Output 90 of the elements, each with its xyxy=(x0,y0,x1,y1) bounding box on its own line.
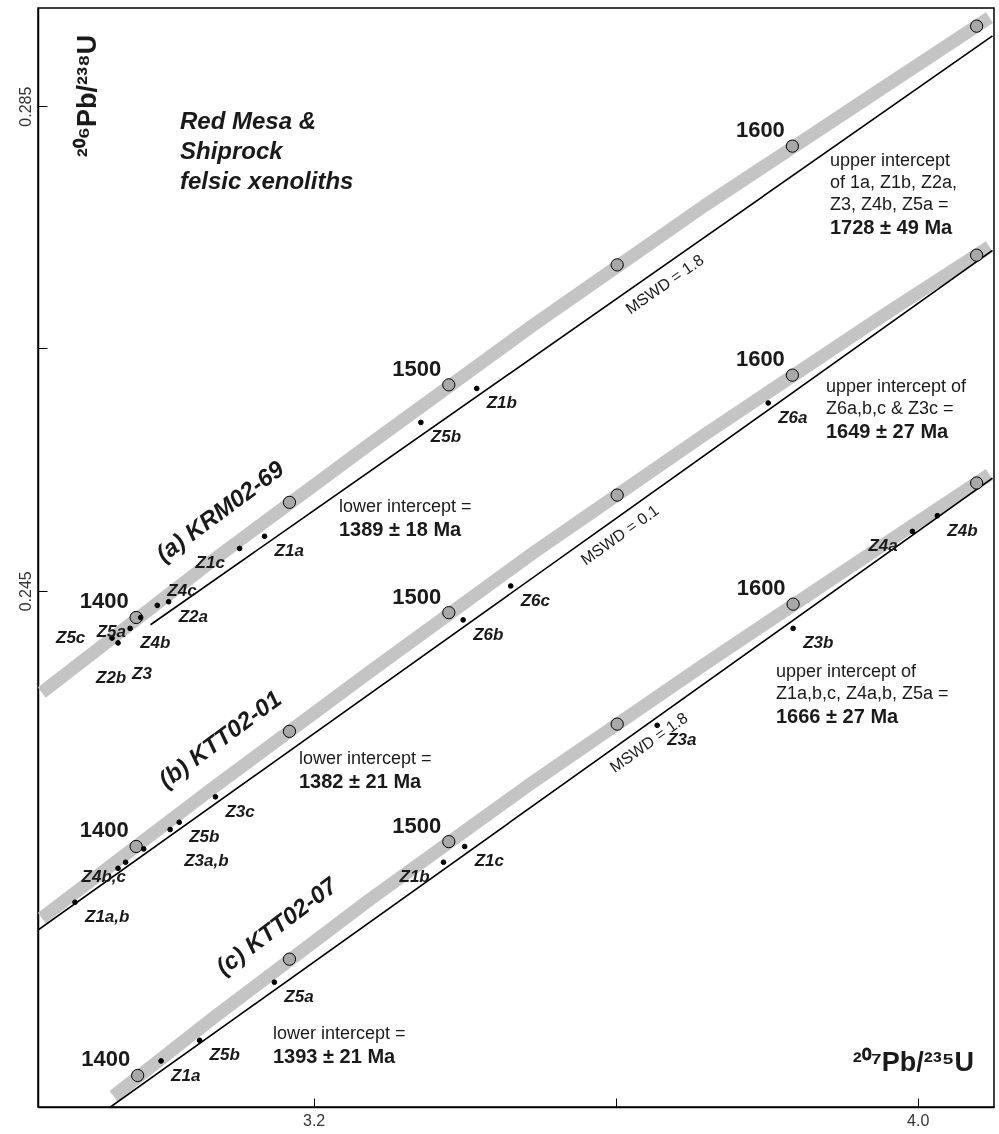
x-axis-title: ²⁰⁷Pb/²³⁵U xyxy=(852,1047,974,1077)
point xyxy=(236,545,243,552)
point xyxy=(72,899,78,906)
point xyxy=(212,793,219,800)
point xyxy=(785,139,799,153)
data-label: Z1a xyxy=(170,1065,201,1085)
data-label: Z4c xyxy=(166,581,198,601)
point xyxy=(909,528,916,535)
point xyxy=(165,598,172,605)
point xyxy=(970,19,984,33)
data-label: Z4a xyxy=(867,536,898,556)
data-label: Z1b xyxy=(398,867,430,887)
annotation: 1500 xyxy=(392,355,442,381)
point xyxy=(507,583,514,589)
data-label: Z1c xyxy=(473,851,505,871)
point xyxy=(137,614,144,621)
x-tick-label: 3.2 xyxy=(303,1111,326,1129)
point xyxy=(131,1068,145,1083)
annotation: 1400 xyxy=(79,588,129,614)
point xyxy=(127,625,133,632)
point xyxy=(282,724,297,738)
point xyxy=(970,248,984,262)
data-label: Z5b xyxy=(208,1045,240,1065)
text: Red Mesa & Shiprock felsic xenoliths xyxy=(180,107,354,194)
y-axis-title: ²⁰⁶Pb/²³⁸U xyxy=(72,34,102,158)
data-label: Z3b xyxy=(802,633,834,653)
point xyxy=(654,722,661,729)
data-label: Z1a,b xyxy=(84,907,130,927)
point xyxy=(440,859,447,866)
x-tick-label: 4.0 xyxy=(907,1111,930,1129)
point xyxy=(442,378,456,392)
annotation: 1500 xyxy=(392,812,442,838)
data-label: Z1a xyxy=(273,541,304,561)
point xyxy=(176,819,183,826)
y-tick-label: 0.245 xyxy=(16,571,34,612)
point xyxy=(158,1058,164,1064)
annotation: 1600 xyxy=(736,575,786,601)
point xyxy=(271,979,278,986)
data-label: Z4b xyxy=(946,520,978,540)
data-label: Z5c xyxy=(55,628,86,648)
point xyxy=(785,368,799,382)
point xyxy=(442,835,456,849)
point xyxy=(460,617,466,623)
point xyxy=(461,843,468,850)
annotation: 1500 xyxy=(392,583,442,609)
annotation: 1600 xyxy=(735,346,785,372)
data-label: Z1c xyxy=(194,553,226,573)
point xyxy=(167,826,173,833)
point xyxy=(473,385,480,392)
point xyxy=(786,597,800,611)
data-label: Z3c xyxy=(224,801,256,821)
data-label: Z4b xyxy=(139,633,171,653)
data-label: Z5a xyxy=(95,622,126,642)
data-label: Z5b xyxy=(429,427,462,447)
point xyxy=(442,606,456,620)
point xyxy=(122,859,129,866)
annotation: 1400 xyxy=(79,817,129,843)
point xyxy=(610,488,624,502)
point xyxy=(154,602,161,609)
point xyxy=(418,419,424,426)
point xyxy=(115,640,121,646)
point xyxy=(129,839,143,854)
annotation: 1400 xyxy=(81,1046,131,1072)
annotation: upper intercept of Z1a,b,c, Z4a,b, Z5a = 1666 ± 27 Ma xyxy=(776,661,949,727)
point xyxy=(934,512,941,519)
data-label: Z3 xyxy=(131,663,153,683)
data-label: Z1b xyxy=(485,393,517,413)
annotation: 1600 xyxy=(735,117,785,143)
data-label: Z6c xyxy=(519,590,551,610)
point xyxy=(140,846,147,852)
y-tick-label: 0.285 xyxy=(16,86,34,127)
annotation: upper intercept of 1a, Z1b, Z2a, Z3, Z4b, Z5a = 1728 ± 49 Ma xyxy=(830,150,958,238)
annotation: lower intercept = 1382 ± 21 Ma xyxy=(299,748,432,792)
annotation: upper intercept of Z6a,b,c & Z3c = 1649 ± 27 Ma xyxy=(826,376,968,442)
point xyxy=(970,476,984,490)
annotation: lower intercept = 1389 ± 18 Ma xyxy=(339,496,472,540)
point xyxy=(610,717,624,731)
point xyxy=(610,258,624,272)
data-label: Z5a xyxy=(283,987,314,1007)
data-label: Z6b xyxy=(472,624,504,644)
data-label: Z6a xyxy=(777,408,808,428)
data-label: Z5b xyxy=(188,827,220,847)
point xyxy=(790,625,796,632)
data-label: Z2a xyxy=(177,606,208,626)
point xyxy=(196,1037,203,1044)
data-label: Z3a,b xyxy=(183,850,229,870)
point xyxy=(765,400,772,406)
point xyxy=(282,495,297,509)
annotation: Z2b xyxy=(95,668,127,687)
annotation: lower intercept = 1393 ± 21 Ma xyxy=(273,1023,406,1067)
